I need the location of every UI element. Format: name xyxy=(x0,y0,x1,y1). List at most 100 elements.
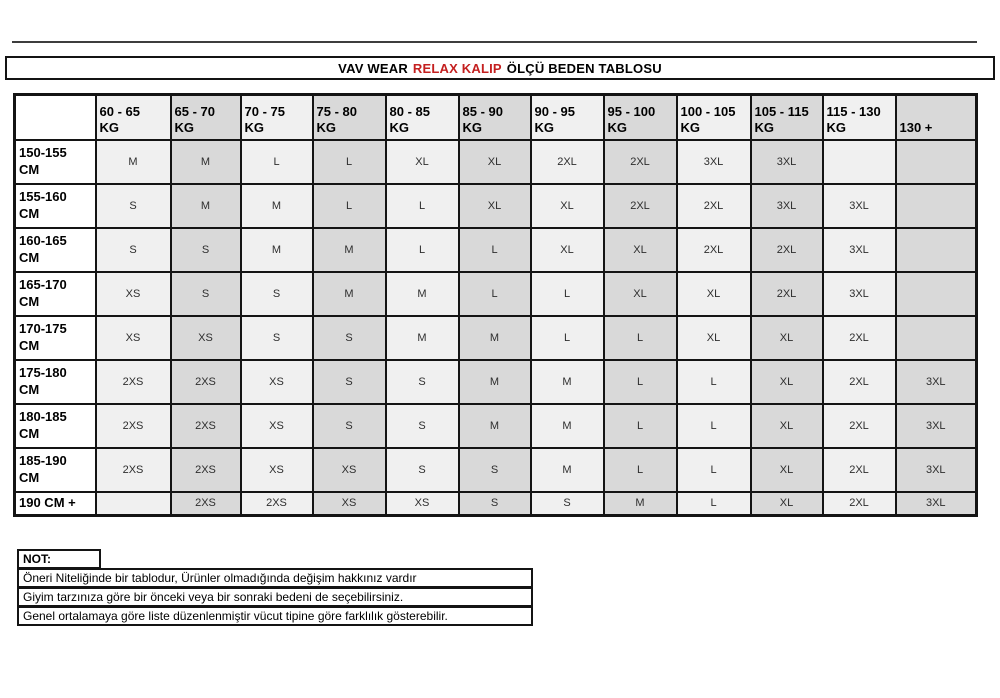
size-cell: 3XL xyxy=(749,138,824,185)
height-header-cell: 165-170 CM xyxy=(13,270,97,317)
weight-header-cell: 80 - 85 KG xyxy=(384,93,460,141)
size-cell: 2XL xyxy=(602,138,678,185)
size-cell: L xyxy=(602,402,678,449)
size-cell: 2XS xyxy=(239,490,314,517)
size-cell: 2XL xyxy=(821,490,897,517)
size-cell: 2XS xyxy=(169,446,242,493)
table-row: 165-170 CM XS S S M M L L XL XL 2XL 3XL xyxy=(13,270,978,317)
weight-header-cell: 95 - 100 KG xyxy=(602,93,678,141)
size-cell: 2XL xyxy=(821,402,897,449)
size-cell: 3XL xyxy=(675,138,752,185)
table-row: 180-185 CM 2XS 2XS XS S S M M L L XL 2XL 3XL xyxy=(13,402,978,449)
size-table: 60 - 65 KG 65 - 70 KG 70 - 75 KG 75 - 80 KG… xyxy=(13,93,978,517)
size-cell: XL xyxy=(749,402,824,449)
size-cell: 3XL xyxy=(821,270,897,317)
size-cell: XS xyxy=(239,446,314,493)
size-cell: 3XL xyxy=(749,182,824,229)
size-cell: XL xyxy=(749,358,824,405)
table-row: 175-180 CM 2XS 2XS XS S S M M L L XL 2XL 3XL xyxy=(13,358,978,405)
size-cell: XL xyxy=(529,226,605,273)
size-cell: L xyxy=(311,182,387,229)
size-cell: XS xyxy=(94,314,172,361)
size-cell: 3XL xyxy=(821,226,897,273)
size-cell xyxy=(821,138,897,185)
size-cell xyxy=(894,226,978,273)
size-cell: S xyxy=(529,490,605,517)
size-cell: 2XL xyxy=(675,226,752,273)
title-highlight: RELAX KALIP xyxy=(412,60,502,76)
size-cell: S xyxy=(384,358,460,405)
size-cell: S xyxy=(384,402,460,449)
size-cell: XL xyxy=(457,138,532,185)
weight-header-cell: 90 - 95 KG xyxy=(529,93,605,141)
size-cell: S xyxy=(94,226,172,273)
size-cell: 2XS xyxy=(94,446,172,493)
weight-header-cell: 115 - 130 KG xyxy=(821,93,897,141)
size-cell: M xyxy=(602,490,678,517)
table-row: 170-175 CM XS XS S S M M L L XL XL 2XL xyxy=(13,314,978,361)
size-cell: L xyxy=(602,314,678,361)
height-header-cell: 155-160 CM xyxy=(13,182,97,229)
size-cell: S xyxy=(239,270,314,317)
weight-header-cell: 65 - 70 KG xyxy=(169,93,242,141)
size-cell: M xyxy=(169,182,242,229)
size-cell: M xyxy=(311,226,387,273)
size-cell: S xyxy=(311,402,387,449)
size-cell: XL xyxy=(602,226,678,273)
size-cell: S xyxy=(94,182,172,229)
height-header-cell: 185-190 CM xyxy=(13,446,97,493)
size-cell: L xyxy=(384,182,460,229)
size-cell xyxy=(894,314,978,361)
size-cell: XS xyxy=(239,358,314,405)
top-divider xyxy=(12,41,977,43)
size-cell: M xyxy=(311,270,387,317)
size-cell: 2XL xyxy=(529,138,605,185)
size-cell: L xyxy=(675,402,752,449)
size-cell: M xyxy=(94,138,172,185)
size-cell: XS xyxy=(311,490,387,517)
size-cell: 2XL xyxy=(821,446,897,493)
size-cell: M xyxy=(384,314,460,361)
table-row: 160-165 CM S S M M L L XL XL 2XL 2XL 3XL xyxy=(13,226,978,273)
size-cell: L xyxy=(239,138,314,185)
size-cell: M xyxy=(169,138,242,185)
height-header-cell: 180-185 CM xyxy=(13,402,97,449)
size-cell: 2XS xyxy=(169,402,242,449)
size-cell xyxy=(894,138,978,185)
size-cell: XS xyxy=(311,446,387,493)
weight-header-cell: 75 - 80 KG xyxy=(311,93,387,141)
size-cell: L xyxy=(675,358,752,405)
size-cell: M xyxy=(239,182,314,229)
size-cell: L xyxy=(529,314,605,361)
size-table-body: 60 - 65 KG 65 - 70 KG 70 - 75 KG 75 - 80 KG… xyxy=(13,93,978,517)
size-cell: S xyxy=(311,314,387,361)
height-header-cell: 160-165 CM xyxy=(13,226,97,273)
size-cell: M xyxy=(457,402,532,449)
size-cell: S xyxy=(239,314,314,361)
size-cell: XS xyxy=(239,402,314,449)
size-cell xyxy=(894,182,978,229)
size-cell: 2XL xyxy=(821,358,897,405)
size-cell: XL xyxy=(529,182,605,229)
size-cell: 2XS xyxy=(94,358,172,405)
size-cell: S xyxy=(169,226,242,273)
size-cell: 2XL xyxy=(675,182,752,229)
size-cell: M xyxy=(457,314,532,361)
size-cell: 3XL xyxy=(894,402,978,449)
size-cell: XS xyxy=(384,490,460,517)
size-cell: M xyxy=(384,270,460,317)
size-cell: S xyxy=(384,446,460,493)
table-row: 190 CM +2XS 2XS XS XS S S M L XL 2XL 3XL xyxy=(13,490,978,517)
weight-header-cell: 105 - 115 KG xyxy=(749,93,824,141)
notes-label-box: NOT: xyxy=(17,549,101,569)
table-row: 185-190 CM 2XS 2XS XS XS S S M L L XL 2XL 3XL xyxy=(13,446,978,493)
size-cell: L xyxy=(675,446,752,493)
size-cell: 2XS xyxy=(169,490,242,517)
size-cell: XL xyxy=(749,490,824,517)
title-suffix: ÖLÇÜ BEDEN TABLOSU xyxy=(506,60,662,76)
size-cell: XL xyxy=(675,270,752,317)
size-cell: L xyxy=(529,270,605,317)
size-cell: L xyxy=(602,358,678,405)
size-cell: M xyxy=(239,226,314,273)
